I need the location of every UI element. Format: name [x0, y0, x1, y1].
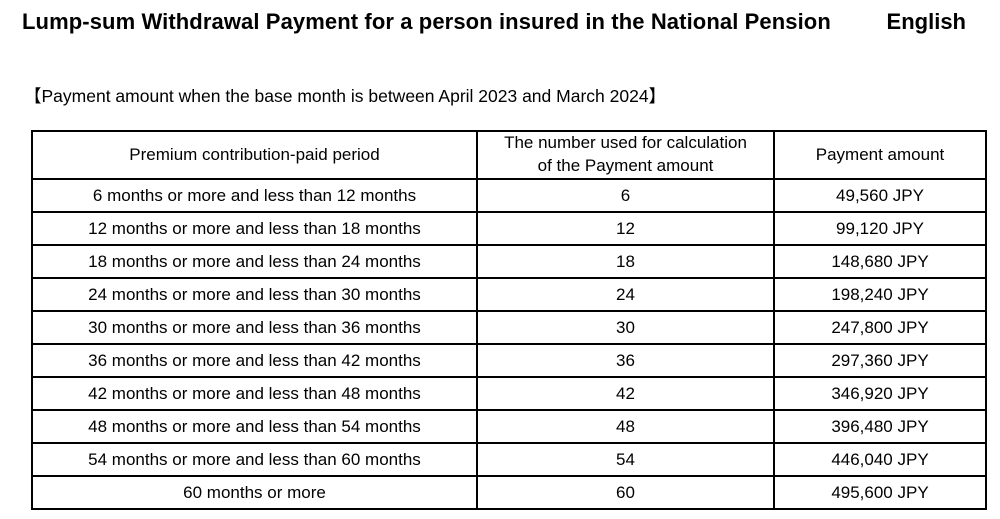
table-row: 54 months or more and less than 60 month… [31, 442, 987, 477]
period-cell: 60 months or more [31, 475, 478, 510]
amount-cell: 198,240 JPY [773, 277, 987, 312]
table-header-row: Premium contribution-paid period The num… [31, 130, 987, 180]
column-header-number-line1: The number used for calculation [504, 133, 747, 153]
period-cell: 24 months or more and less than 30 month… [31, 277, 478, 312]
number-cell: 60 [476, 475, 775, 510]
language-label: English [886, 9, 966, 34]
table-row: 60 months or more 60 495,600 JPY [31, 475, 987, 510]
period-cell: 6 months or more and less than 12 months [31, 178, 478, 213]
table-row: 36 months or more and less than 42 month… [31, 343, 987, 378]
period-cell: 48 months or more and less than 54 month… [31, 409, 478, 444]
table-row: 12 months or more and less than 18 month… [31, 211, 987, 246]
table-row: 6 months or more and less than 12 months… [31, 178, 987, 213]
payment-amount-table: Premium contribution-paid period The num… [31, 130, 987, 510]
amount-cell: 446,040 JPY [773, 442, 987, 477]
table-row: 30 months or more and less than 36 month… [31, 310, 987, 345]
amount-cell: 99,120 JPY [773, 211, 987, 246]
column-header-number-line2: of the Payment amount [537, 156, 714, 175]
table-row: 18 months or more and less than 24 month… [31, 244, 987, 279]
number-cell: 6 [476, 178, 775, 213]
number-cell: 36 [476, 343, 775, 378]
table-row: 42 months or more and less than 48 month… [31, 376, 987, 411]
amount-cell: 297,360 JPY [773, 343, 987, 378]
number-cell: 24 [476, 277, 775, 312]
table-row: 48 months or more and less than 54 month… [31, 409, 987, 444]
period-cell: 30 months or more and less than 36 month… [31, 310, 478, 345]
amount-cell: 49,560 JPY [773, 178, 987, 213]
number-cell: 54 [476, 442, 775, 477]
amount-cell: 495,600 JPY [773, 475, 987, 510]
table-caption: 【Payment amount when the base month is b… [24, 86, 667, 106]
page-title: Lump-sum Withdrawal Payment for a person… [22, 9, 831, 34]
table-row: 24 months or more and less than 30 month… [31, 277, 987, 312]
period-cell: 18 months or more and less than 24 month… [31, 244, 478, 279]
number-cell: 12 [476, 211, 775, 246]
amount-cell: 396,480 JPY [773, 409, 987, 444]
period-cell: 36 months or more and less than 42 month… [31, 343, 478, 378]
column-header-period: Premium contribution-paid period [31, 130, 478, 180]
period-cell: 42 months or more and less than 48 month… [31, 376, 478, 411]
number-cell: 48 [476, 409, 775, 444]
column-header-number: The number used for calculation of the P… [476, 130, 775, 180]
amount-cell: 247,800 JPY [773, 310, 987, 345]
column-header-amount: Payment amount [773, 130, 987, 180]
amount-cell: 148,680 JPY [773, 244, 987, 279]
page-header: Lump-sum Withdrawal Payment for a person… [0, 0, 1000, 35]
period-cell: 54 months or more and less than 60 month… [31, 442, 478, 477]
number-cell: 18 [476, 244, 775, 279]
period-cell: 12 months or more and less than 18 month… [31, 211, 478, 246]
amount-cell: 346,920 JPY [773, 376, 987, 411]
number-cell: 30 [476, 310, 775, 345]
number-cell: 42 [476, 376, 775, 411]
